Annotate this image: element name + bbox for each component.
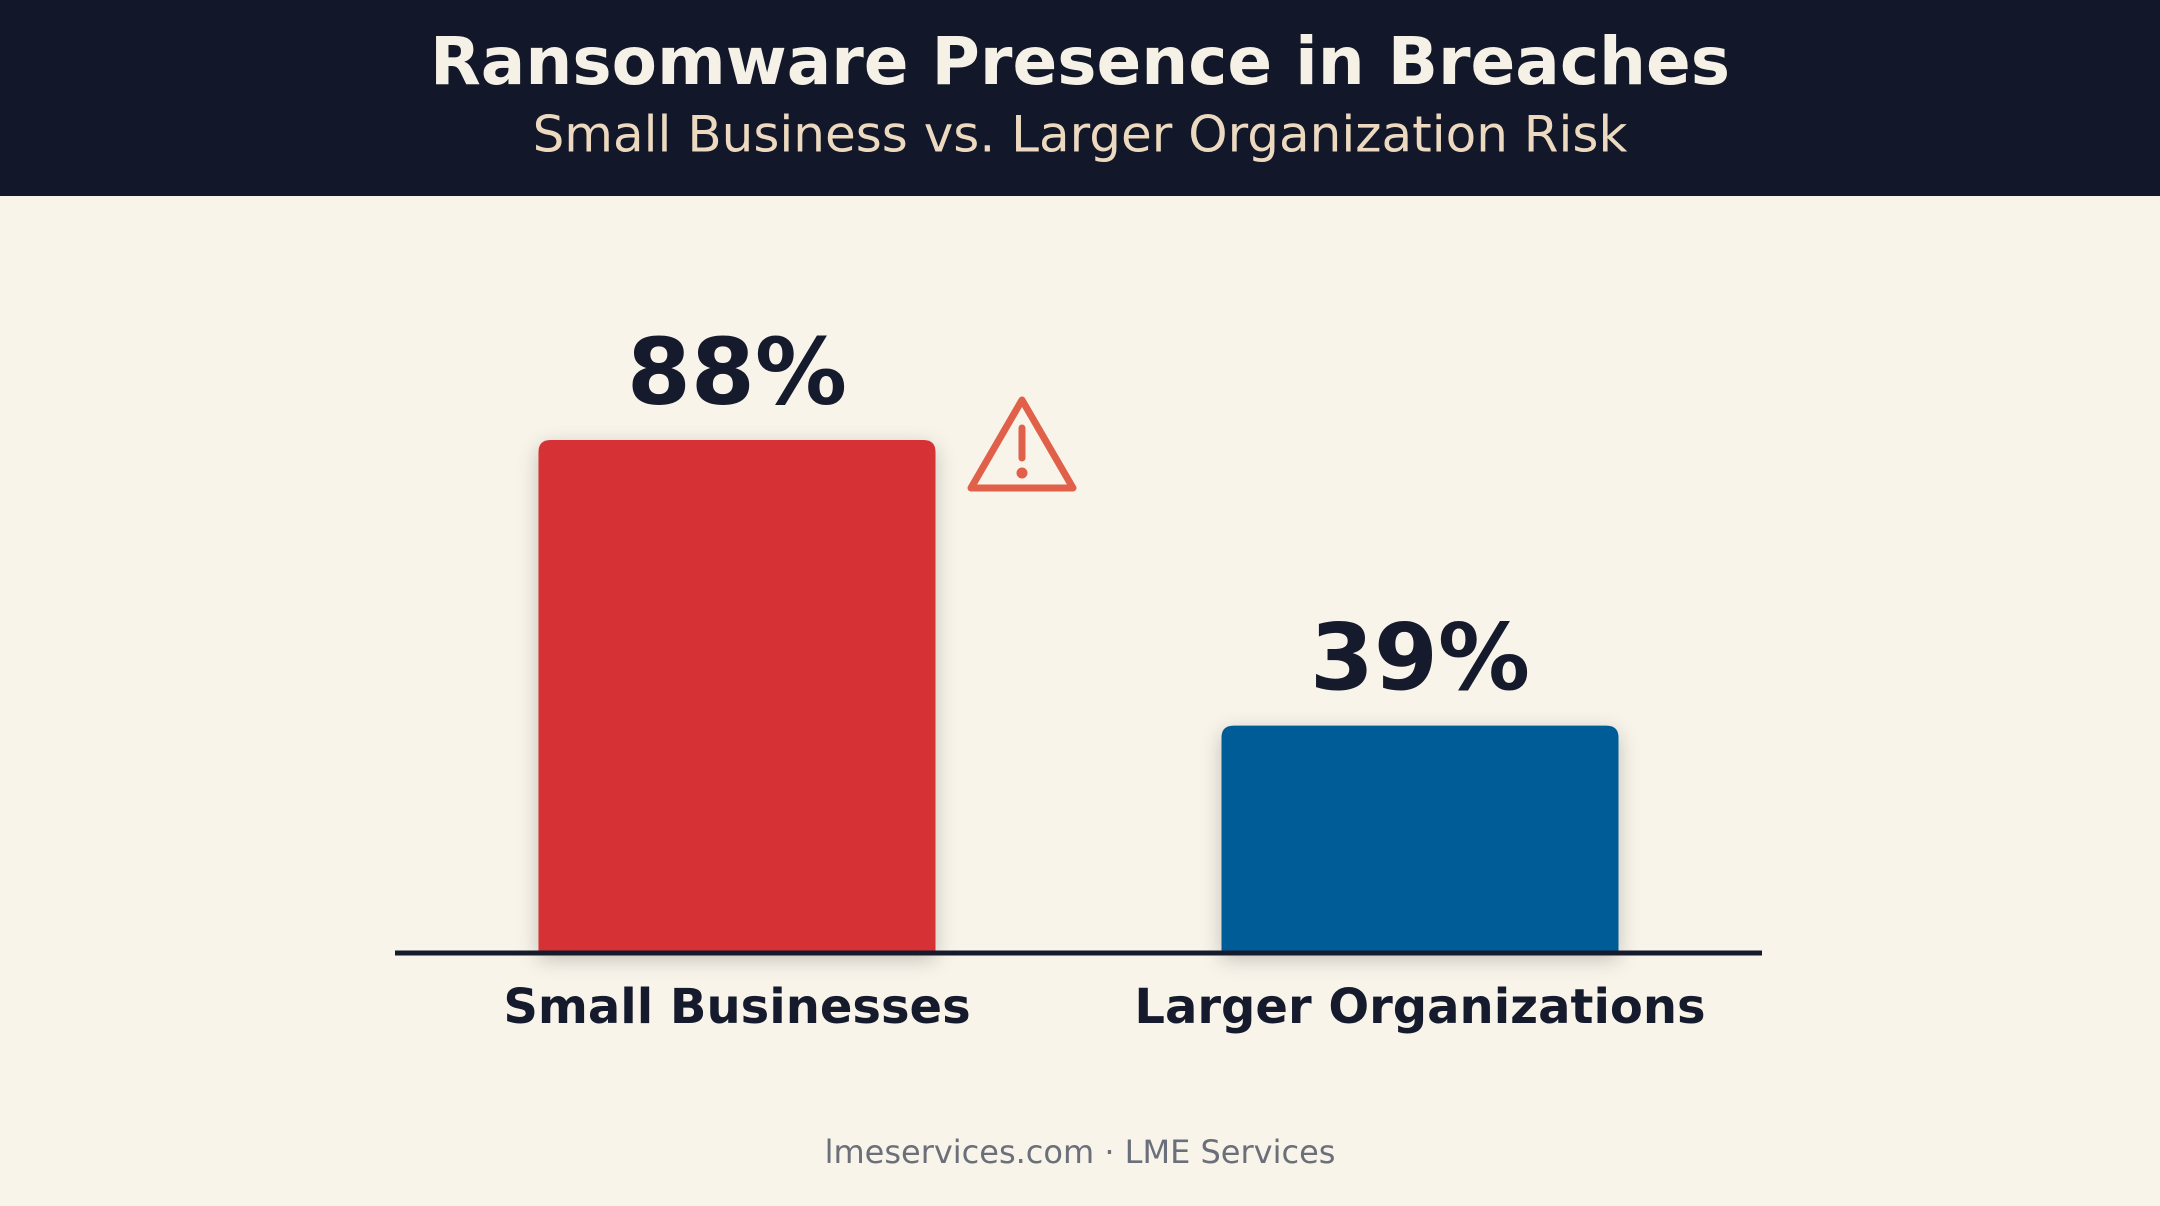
footer: lmeservices.com · LME Services bbox=[825, 1133, 1336, 1171]
x-tick-label: Small Businesses bbox=[503, 979, 970, 1035]
header bbox=[0, 0, 2160, 196]
value-label: 39% bbox=[1310, 604, 1530, 711]
bar bbox=[1221, 725, 1619, 953]
bar bbox=[538, 439, 936, 954]
warning-icon bbox=[967, 396, 1077, 492]
chart-subtitle: Small Business vs. Larger Organization R… bbox=[533, 106, 1628, 164]
value-label: 88% bbox=[627, 318, 847, 425]
x-tick-label: Larger Organizations bbox=[1134, 979, 1705, 1035]
chart-title: Ransomware Presence in Breaches bbox=[430, 23, 1730, 100]
